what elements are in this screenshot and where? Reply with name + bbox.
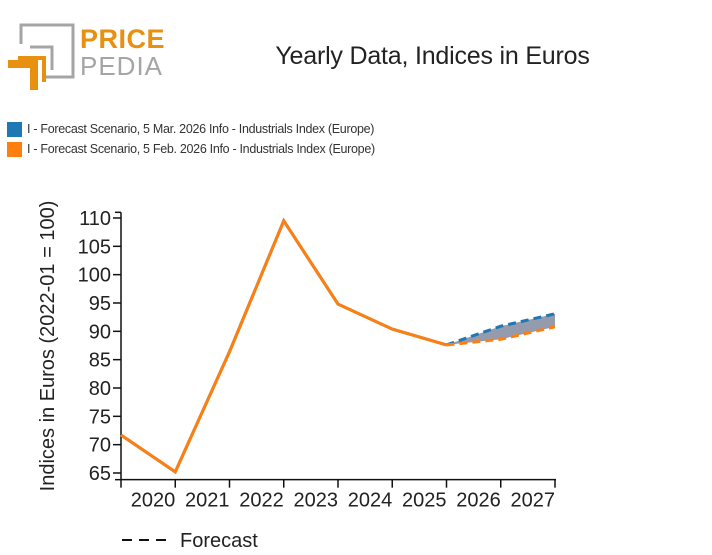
y-tick-label: 90 [89, 321, 111, 343]
x-tick-label: 2020 [131, 490, 176, 512]
y-tick-label: 95 [89, 293, 111, 315]
legend-swatch-orange [7, 141, 22, 157]
y-tick-label: 110 [79, 208, 111, 230]
legend-item-feb[interactable]: I - Forecast Scenario, 5 Feb. 2026 Info … [7, 139, 375, 159]
x-tick-label: 2024 [348, 490, 393, 512]
y-axis-label: Indices in Euros (2022-01 = 100) [37, 201, 59, 492]
y-tick-label: 100 [78, 265, 111, 287]
logo-text-price: PRICE [80, 24, 166, 54]
chart-title: Yearly Data, Indices in Euros [275, 42, 590, 70]
logo-mark-icon [8, 23, 75, 90]
x-tick-label: 2022 [239, 490, 284, 512]
legend-item-mar[interactable]: I - Forecast Scenario, 5 Mar. 2026 Info … [7, 119, 375, 139]
x-tick-label: 2025 [402, 490, 447, 512]
y-tick-label: 70 [89, 435, 111, 457]
legend-label: I - Forecast Scenario, 5 Mar. 2026 Info … [27, 122, 375, 136]
forecast-label: Forecast [180, 530, 258, 552]
y-tick-label: 75 [89, 406, 111, 428]
legend-swatch-blue [7, 121, 22, 137]
legend-label: I - Forecast Scenario, 5 Feb. 2026 Info … [27, 142, 375, 156]
x-tick-label: 2027 [511, 490, 556, 512]
y-tick-label: 80 [89, 378, 111, 400]
x-tick-label: 2023 [294, 490, 339, 512]
x-tick-label: 2021 [185, 490, 230, 512]
series-0-history-line [120, 217, 447, 475]
pricepedia-logo: PRICE PEDIA [0, 0, 170, 100]
legend: I - Forecast Scenario, 5 Mar. 2026 Info … [7, 119, 375, 159]
logo-text-pedia: PEDIA [80, 51, 164, 81]
series-1-history-line [120, 217, 447, 475]
y-tick-label: 65 [89, 463, 111, 485]
forecast-legend: Forecast [122, 530, 258, 552]
y-tick-label: 85 [89, 350, 111, 372]
y-tick-label: 105 [78, 236, 111, 258]
x-tick-label: 2026 [456, 490, 501, 512]
